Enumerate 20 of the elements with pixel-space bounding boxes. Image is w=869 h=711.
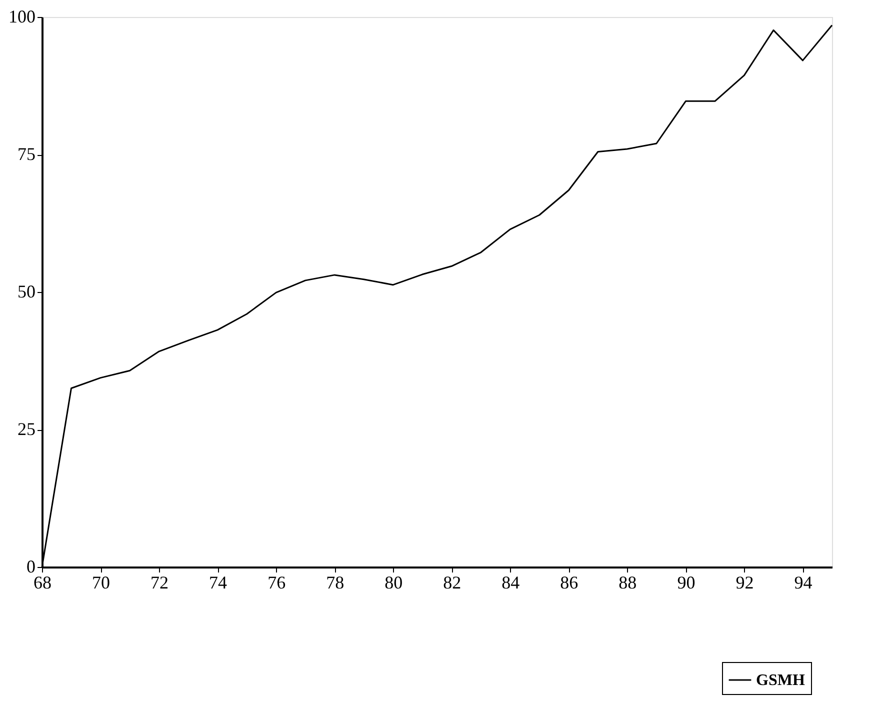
x-tick-label: 92 xyxy=(736,572,754,592)
x-tick-label: 72 xyxy=(150,572,169,592)
x-tick-label: 76 xyxy=(268,572,286,592)
x-tick-label: 90 xyxy=(677,572,696,592)
x-tick-label: 68 xyxy=(34,572,52,592)
legend-label: GSMH xyxy=(756,672,806,689)
x-tick-label: 74 xyxy=(209,572,228,592)
x-tick-label: 82 xyxy=(443,572,462,592)
x-tick-label: 80 xyxy=(384,572,403,592)
y-tick-label: 25 xyxy=(18,419,36,439)
y-tick-label: 75 xyxy=(18,144,36,164)
y-tick-label: 50 xyxy=(18,282,36,302)
x-tick-label: 78 xyxy=(326,572,344,592)
x-tick-label: 94 xyxy=(794,572,812,592)
x-tick-label: 84 xyxy=(502,572,520,592)
y-tick-label: 100 xyxy=(8,6,36,26)
y-tick-label: 0 xyxy=(26,556,36,576)
x-tick-label: 70 xyxy=(92,572,110,592)
x-tick-label: 88 xyxy=(618,572,637,592)
x-tick-label: 86 xyxy=(560,572,578,592)
